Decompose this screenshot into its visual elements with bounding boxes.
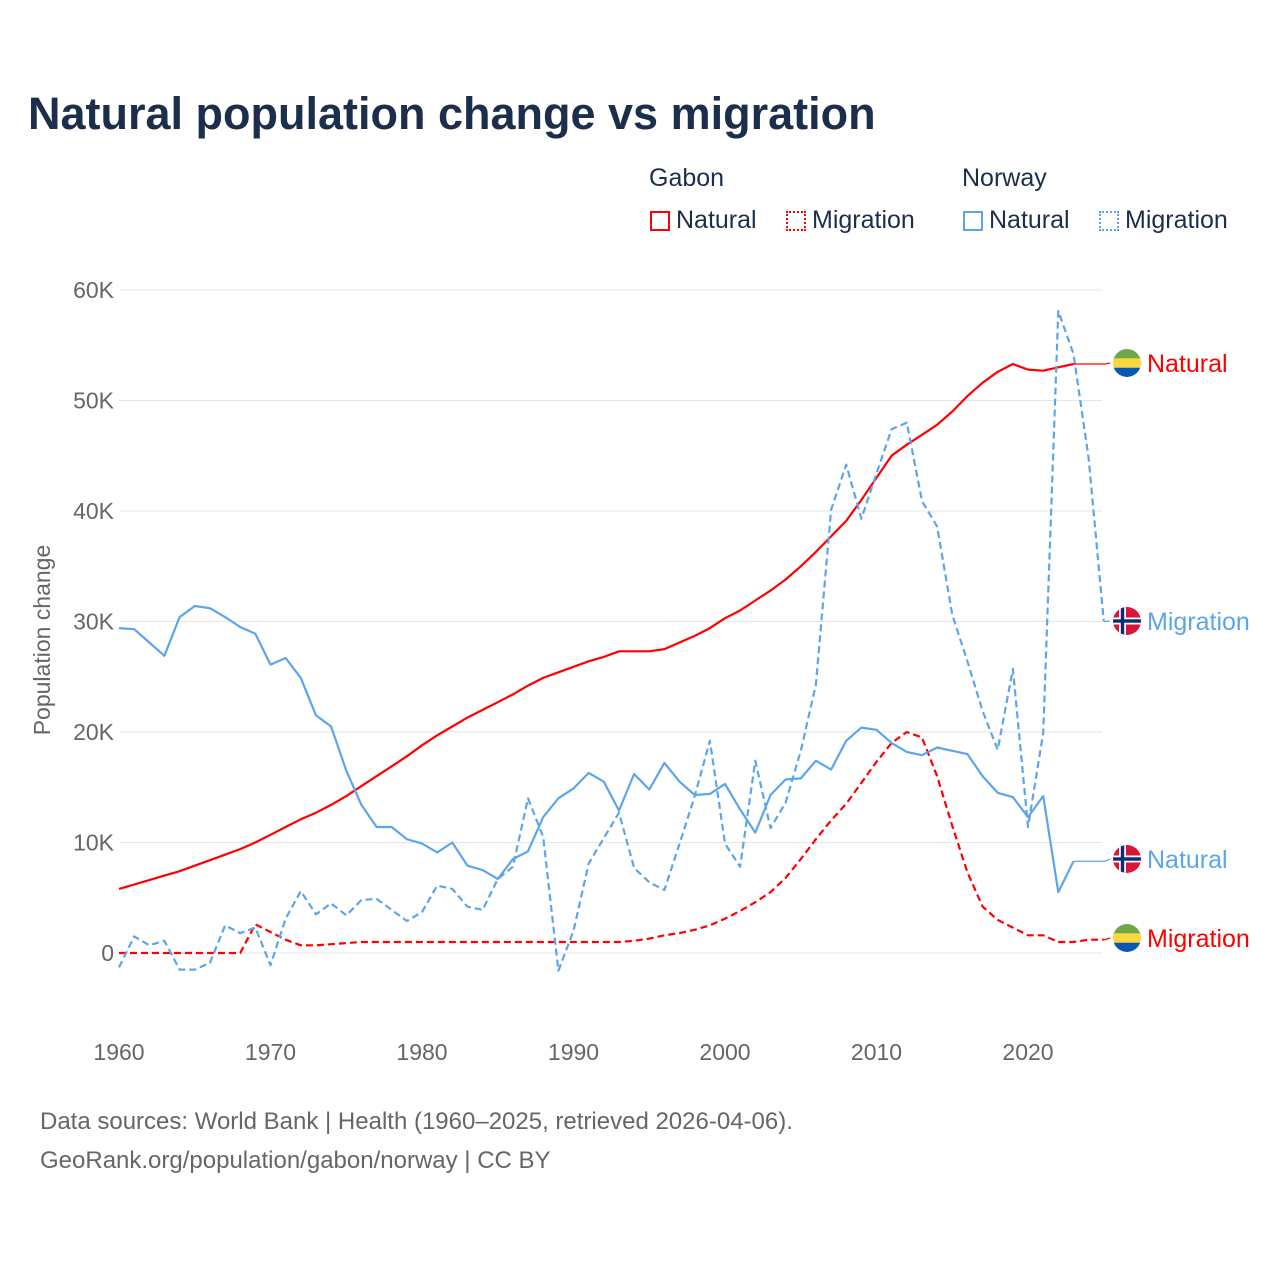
legend-group-gabon: Gabon (649, 164, 725, 192)
y-tick-label: 10K (73, 830, 115, 856)
legend-label: Migration (812, 206, 915, 234)
y-axis-label: Population change (29, 545, 55, 736)
legend-label: Natural (676, 206, 757, 234)
y-tick-label: 0 (101, 940, 114, 966)
gabon-flag-icon (1113, 924, 1141, 953)
y-tick-label: 60K (73, 277, 115, 303)
legend-swatch-solid-blue (963, 210, 983, 231)
x-tick-label: 1980 (396, 1039, 447, 1065)
footer-link[interactable]: GeoRank.org/population/gabon/norway | CC… (40, 1147, 551, 1174)
y-tick-label: 50K (73, 388, 115, 414)
end-label-connector (1103, 937, 1111, 941)
end-label: Migration (1147, 608, 1250, 636)
end-label-connector (1073, 858, 1111, 862)
norway-flag-icon (1113, 845, 1141, 873)
legend-gabon-natural[interactable]: Natural (650, 206, 757, 235)
x-tick-label: 1970 (245, 1039, 296, 1065)
chart-title: Natural population change vs migration (28, 88, 876, 139)
x-tick-label: 2010 (851, 1039, 902, 1065)
y-tick-label: 40K (73, 498, 115, 524)
gabon-flag-icon (1113, 349, 1141, 378)
legend-label: Migration (1125, 206, 1228, 234)
x-tick-label: 1990 (548, 1039, 599, 1065)
x-tick-label: 2020 (1002, 1039, 1053, 1065)
series-line-norway-migration (118, 309, 1105, 972)
end-label: Natural (1147, 350, 1228, 378)
legend-norway-migration[interactable]: Migration (1099, 206, 1228, 235)
legend-group-norway: Norway (962, 164, 1047, 192)
y-tick-label: 20K (73, 719, 115, 745)
series-line-gabon-migration (119, 730, 1104, 955)
x-tick-label: 2000 (699, 1039, 750, 1065)
end-label: Natural (1147, 846, 1228, 874)
end-label-connector (1103, 620, 1111, 623)
footer-sources: Data sources: World Bank | Health (1960–… (40, 1108, 793, 1135)
norway-flag-icon (1113, 607, 1141, 635)
legend-swatch-dotted-blue (1099, 210, 1119, 231)
series-line-norway-natural (118, 604, 1075, 894)
end-label-connector (1073, 362, 1111, 365)
y-tick-label: 30K (73, 609, 115, 635)
end-label: Migration (1147, 925, 1250, 953)
legend-norway-natural[interactable]: Natural (963, 206, 1070, 235)
legend-label: Natural (989, 206, 1070, 234)
legend-gabon-migration[interactable]: Migration (786, 206, 915, 235)
legend-swatch-dotted-red (786, 210, 806, 231)
series-line-gabon-natural (118, 362, 1074, 890)
legend-swatch-solid-red (650, 210, 670, 231)
x-tick-label: 1960 (93, 1039, 144, 1065)
